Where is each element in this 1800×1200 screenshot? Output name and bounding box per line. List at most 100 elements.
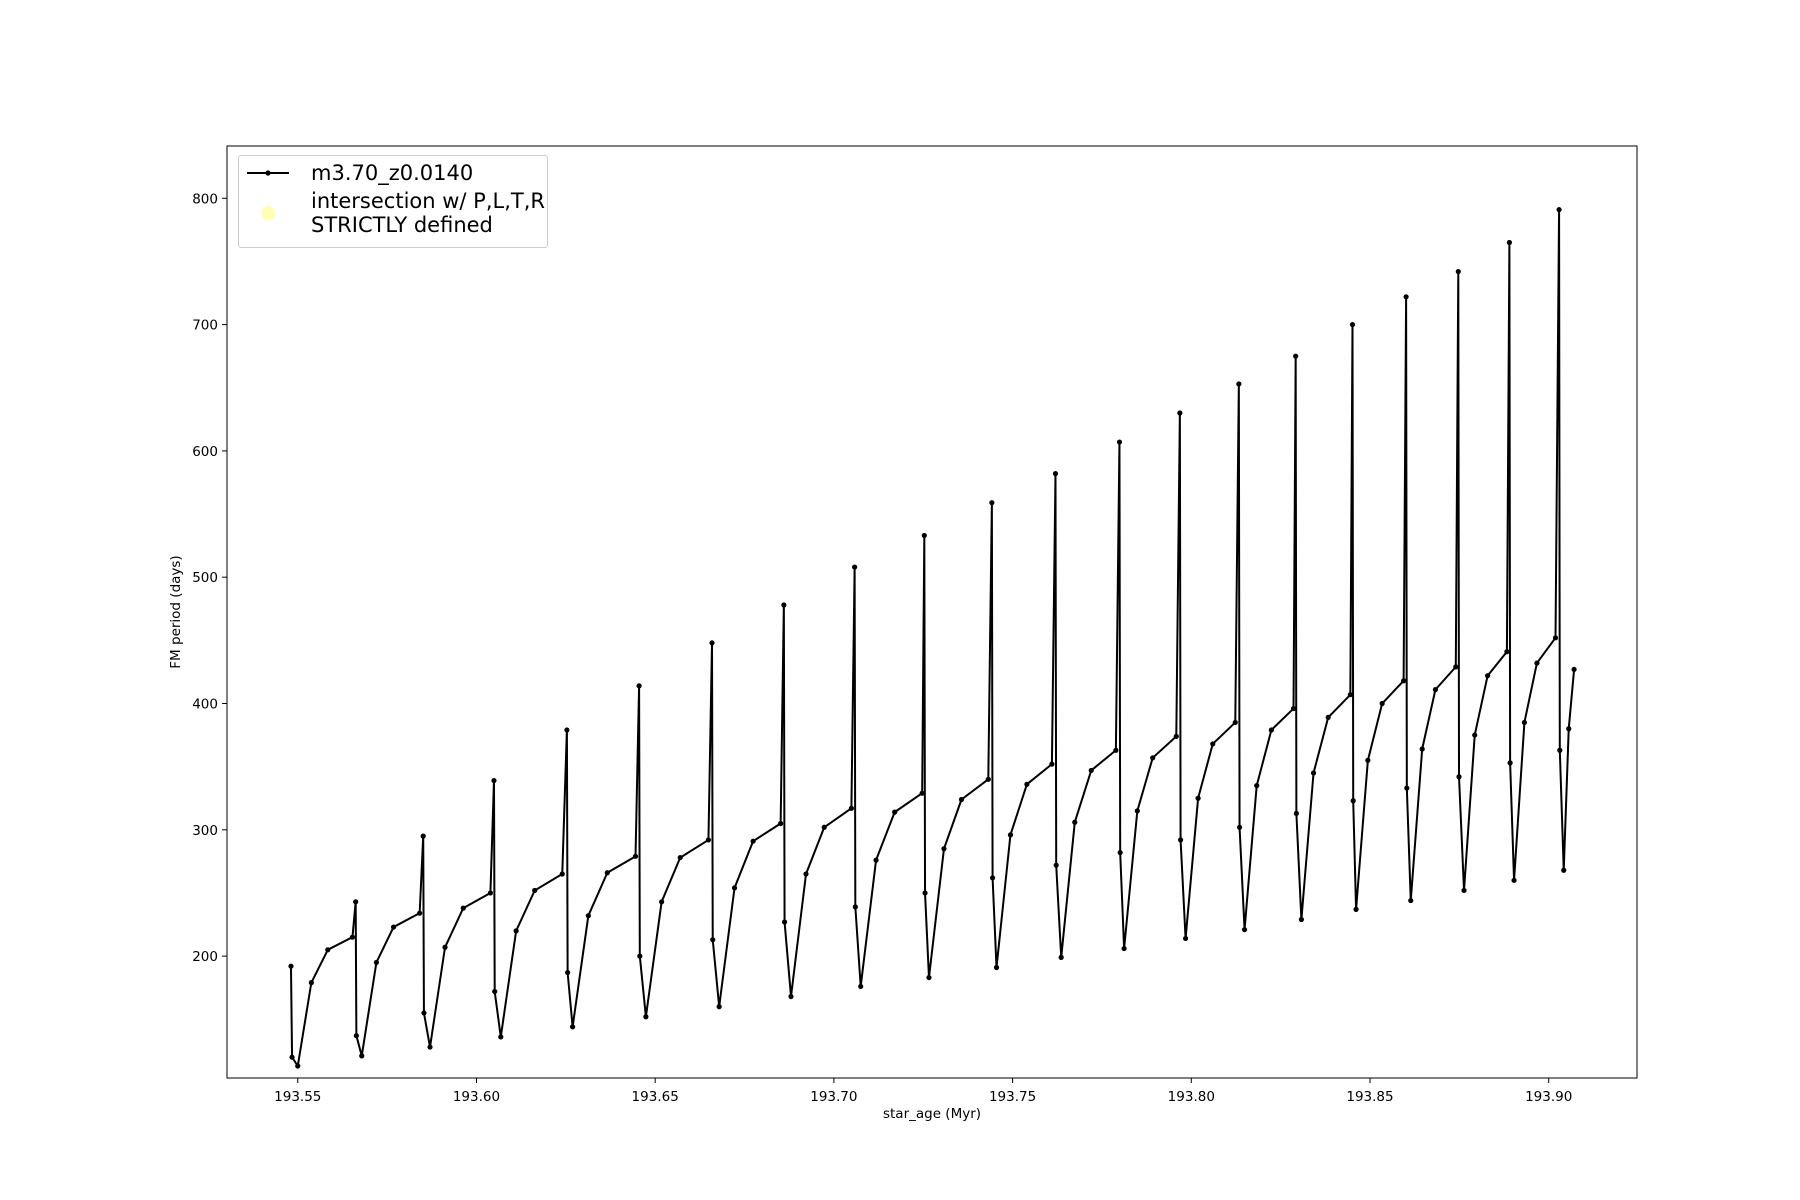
data-point bbox=[604, 870, 610, 876]
data-point bbox=[460, 905, 466, 911]
data-point bbox=[803, 871, 809, 877]
data-point bbox=[427, 1044, 433, 1050]
data-point bbox=[709, 640, 715, 646]
data-point bbox=[710, 937, 716, 943]
data-point bbox=[417, 910, 423, 916]
data-point bbox=[1456, 774, 1462, 780]
data-point bbox=[636, 683, 642, 689]
data-point bbox=[1254, 783, 1260, 789]
data-point bbox=[1461, 887, 1467, 894]
data-point bbox=[1298, 916, 1304, 923]
data-point bbox=[852, 904, 858, 910]
data-point bbox=[1365, 757, 1371, 763]
data-point bbox=[1293, 810, 1299, 816]
data-point bbox=[1049, 761, 1055, 767]
data-point bbox=[848, 805, 855, 811]
data-point bbox=[288, 963, 294, 969]
data-point bbox=[1511, 877, 1517, 883]
data-point bbox=[731, 885, 738, 891]
y-axis-label: FM period (days) bbox=[168, 555, 184, 668]
y-tick-label: 500 bbox=[192, 570, 218, 586]
data-point bbox=[585, 913, 591, 919]
data-point bbox=[989, 500, 995, 506]
data-point bbox=[858, 983, 864, 990]
x-tick-label: 193.70 bbox=[810, 1089, 857, 1105]
data-point bbox=[1571, 666, 1577, 673]
x-tick-label: 193.85 bbox=[1346, 1089, 1393, 1105]
data-point bbox=[421, 1010, 427, 1016]
data-point bbox=[565, 969, 571, 976]
data-point bbox=[1472, 732, 1478, 738]
data-point bbox=[632, 853, 639, 859]
data-point bbox=[1195, 795, 1201, 801]
data-point bbox=[1310, 770, 1317, 776]
data-point bbox=[1053, 862, 1059, 868]
data-point bbox=[750, 838, 756, 844]
data-point bbox=[781, 602, 787, 608]
data-point bbox=[353, 899, 359, 905]
data-point bbox=[1419, 746, 1425, 752]
y-tick-label: 700 bbox=[192, 318, 218, 334]
data-point bbox=[1236, 824, 1243, 830]
legend-marker bbox=[261, 206, 275, 220]
data-point bbox=[308, 980, 314, 986]
data-point bbox=[1121, 945, 1127, 952]
legend-label: m3.70_z0.0140 bbox=[311, 161, 474, 185]
data-point bbox=[1566, 726, 1572, 732]
y-tick-label: 400 bbox=[192, 697, 218, 713]
data-point bbox=[1325, 714, 1331, 721]
data-point bbox=[373, 959, 379, 966]
data-point bbox=[353, 1033, 359, 1039]
data-point bbox=[1432, 687, 1439, 693]
y-tick-label: 300 bbox=[192, 823, 218, 839]
data-point bbox=[1236, 381, 1242, 387]
data-point bbox=[564, 727, 570, 733]
data-point bbox=[1182, 935, 1189, 942]
data-point bbox=[1113, 747, 1119, 753]
x-axis-label: star_age (Myr) bbox=[883, 1106, 981, 1122]
data-point bbox=[821, 824, 827, 830]
data-point bbox=[1116, 439, 1123, 445]
legend-swatch bbox=[239, 189, 311, 220]
data-point bbox=[1556, 207, 1562, 213]
data-point bbox=[1347, 692, 1353, 698]
data-point bbox=[677, 854, 683, 861]
data-point bbox=[491, 777, 497, 784]
data-point bbox=[852, 564, 858, 570]
data-point bbox=[919, 790, 925, 796]
data-point bbox=[1401, 678, 1407, 684]
data-point bbox=[1134, 808, 1140, 814]
data-point bbox=[1072, 819, 1078, 825]
y-tick-label: 600 bbox=[192, 444, 218, 460]
data-point bbox=[295, 1063, 301, 1069]
data-point bbox=[1404, 785, 1410, 791]
data-point bbox=[781, 919, 788, 925]
data-point bbox=[1241, 926, 1248, 933]
data-point bbox=[1552, 635, 1559, 641]
data-point bbox=[921, 532, 927, 539]
data-point bbox=[1349, 321, 1356, 328]
legend: m3.70_z0.0140 intersection w/ P,L,T,R STR… bbox=[238, 155, 548, 248]
data-point bbox=[1268, 727, 1274, 733]
data-point bbox=[420, 833, 426, 839]
data-point bbox=[985, 776, 991, 782]
legend-swatch bbox=[239, 161, 311, 185]
legend-entry: intersection w/ P,L,T,R STRICTLY defined bbox=[239, 189, 545, 237]
data-point bbox=[1173, 733, 1179, 739]
data-point bbox=[1557, 747, 1563, 753]
data-point bbox=[926, 974, 932, 981]
data-point bbox=[325, 947, 331, 953]
data-point bbox=[532, 887, 538, 894]
data-point bbox=[442, 944, 448, 950]
plot-area bbox=[288, 207, 1577, 1069]
series-line bbox=[289, 208, 1576, 1067]
data-point bbox=[559, 871, 565, 877]
legend-line bbox=[247, 170, 289, 176]
data-point bbox=[643, 1014, 649, 1020]
data-point bbox=[941, 846, 947, 852]
data-point bbox=[892, 809, 898, 815]
data-point bbox=[487, 890, 494, 896]
data-point bbox=[1290, 705, 1297, 712]
x-tick-label: 193.90 bbox=[1525, 1089, 1572, 1105]
data-point bbox=[637, 953, 643, 959]
